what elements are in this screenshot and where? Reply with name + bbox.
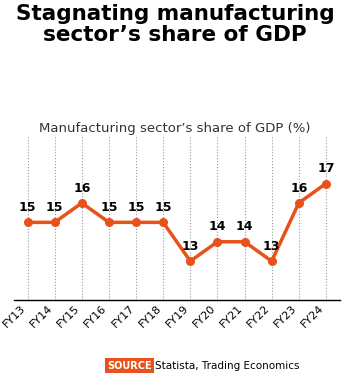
Text: 13: 13 <box>263 240 280 253</box>
Text: 13: 13 <box>182 240 199 253</box>
Text: SOURCE: SOURCE <box>107 361 152 370</box>
Text: 15: 15 <box>154 201 172 214</box>
Text: 16: 16 <box>73 182 91 195</box>
Text: Manufacturing sector’s share of GDP (%): Manufacturing sector’s share of GDP (%) <box>39 122 311 135</box>
Text: 15: 15 <box>127 201 145 214</box>
Text: Stagnating manufacturing
sector’s share of GDP: Stagnating manufacturing sector’s share … <box>16 4 334 45</box>
Text: 16: 16 <box>290 182 308 195</box>
Text: 15: 15 <box>46 201 63 214</box>
Text: 17: 17 <box>317 162 335 175</box>
Text: 14: 14 <box>236 220 253 233</box>
Text: 15: 15 <box>19 201 36 214</box>
Text: 14: 14 <box>209 220 226 233</box>
Text: 15: 15 <box>100 201 118 214</box>
Text: Statista, Trading Economics: Statista, Trading Economics <box>155 361 300 370</box>
